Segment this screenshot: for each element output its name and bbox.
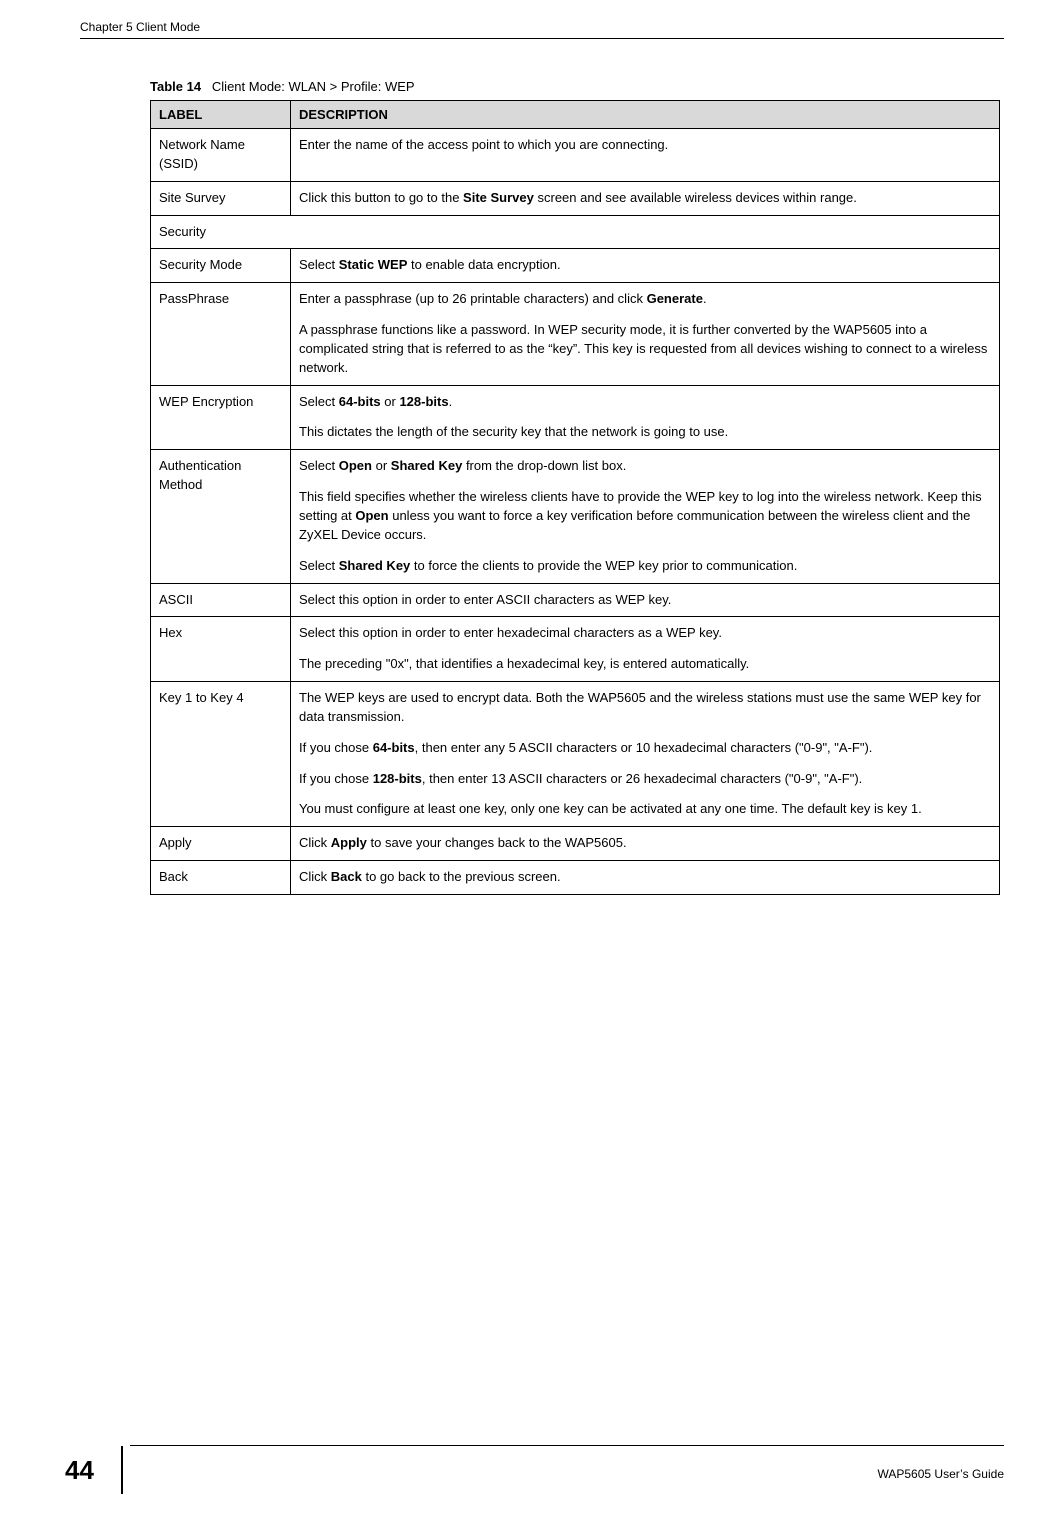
table-row: Key 1 to Key 4The WEP keys are used to e… <box>151 682 1000 827</box>
table-label-cell: Apply <box>151 827 291 861</box>
table-label-cell: Security Mode <box>151 249 291 283</box>
table-desc-cell: Select Static WEP to enable data encrypt… <box>291 249 1000 283</box>
table-row: HexSelect this option in order to enter … <box>151 617 1000 682</box>
page-footer: 44 WAP5605 User’s Guide <box>0 1445 1064 1494</box>
table-caption-prefix: Table 14 <box>150 79 201 94</box>
wep-profile-table: LABEL DESCRIPTION Network Name (SSID)Ent… <box>150 100 1000 895</box>
table-header-row: LABEL DESCRIPTION <box>151 101 1000 129</box>
table-row: ApplyClick Apply to save your changes ba… <box>151 827 1000 861</box>
table-row: Site SurveyClick this button to go to th… <box>151 181 1000 215</box>
header-rule <box>80 38 1004 39</box>
guide-name: WAP5605 User’s Guide <box>877 1459 1004 1481</box>
table-desc-cell: Click Back to go back to the previous sc… <box>291 861 1000 895</box>
table-section-cell: Security <box>151 215 1000 249</box>
table-caption-text: Client Mode: WLAN > Profile: WEP <box>212 79 415 94</box>
table-desc-cell: The WEP keys are used to encrypt data. B… <box>291 682 1000 827</box>
table-label-cell: WEP Encryption <box>151 385 291 450</box>
table-row: WEP EncryptionSelect 64-bits or 128-bits… <box>151 385 1000 450</box>
table-label-cell: Network Name (SSID) <box>151 129 291 182</box>
table-desc-cell: Enter the name of the access point to wh… <box>291 129 1000 182</box>
table-row: Security ModeSelect Static WEP to enable… <box>151 249 1000 283</box>
table-row: Security <box>151 215 1000 249</box>
table-row: Network Name (SSID)Enter the name of the… <box>151 129 1000 182</box>
table-label-cell: ASCII <box>151 583 291 617</box>
table-desc-cell: Select 64-bits or 128-bits.This dictates… <box>291 385 1000 450</box>
chapter-header: Chapter 5 Client Mode <box>80 20 1004 34</box>
table-desc-cell: Click this button to go to the Site Surv… <box>291 181 1000 215</box>
table-body: Network Name (SSID)Enter the name of the… <box>151 129 1000 895</box>
table-label-cell: Site Survey <box>151 181 291 215</box>
col-header-label: LABEL <box>151 101 291 129</box>
table-desc-cell: Select Open or Shared Key from the drop-… <box>291 450 1000 583</box>
table-label-cell: Authentication Method <box>151 450 291 583</box>
table-desc-cell: Select this option in order to enter ASC… <box>291 583 1000 617</box>
table-label-cell: Back <box>151 861 291 895</box>
page-number: 44 <box>38 1446 123 1494</box>
table-label-cell: PassPhrase <box>151 283 291 385</box>
table-caption: Table 14 Client Mode: WLAN > Profile: WE… <box>150 79 1004 94</box>
col-header-description: DESCRIPTION <box>291 101 1000 129</box>
table-desc-cell: Enter a passphrase (up to 26 printable c… <box>291 283 1000 385</box>
table-label-cell: Hex <box>151 617 291 682</box>
table-row: BackClick Back to go back to the previou… <box>151 861 1000 895</box>
table-row: ASCIISelect this option in order to ente… <box>151 583 1000 617</box>
table-label-cell: Key 1 to Key 4 <box>151 682 291 827</box>
table-desc-cell: Click Apply to save your changes back to… <box>291 827 1000 861</box>
table-row: Authentication MethodSelect Open or Shar… <box>151 450 1000 583</box>
table-desc-cell: Select this option in order to enter hex… <box>291 617 1000 682</box>
table-row: PassPhraseEnter a passphrase (up to 26 p… <box>151 283 1000 385</box>
